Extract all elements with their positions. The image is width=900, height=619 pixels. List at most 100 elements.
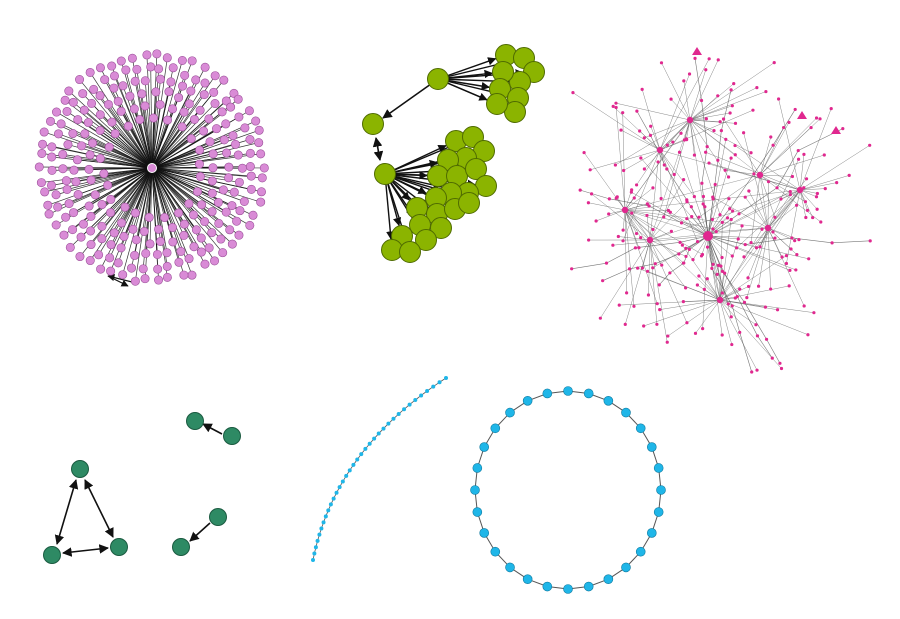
magenta-node [705, 145, 709, 149]
magenta-node [809, 125, 813, 130]
magenta-edge [743, 132, 769, 229]
magenta-node [775, 308, 780, 312]
magenta-node [604, 261, 609, 265]
star-leaf-node [187, 270, 197, 280]
magenta-node [594, 219, 598, 223]
star-leaf-node [116, 106, 126, 116]
magenta-node [669, 229, 673, 233]
star-leaf-node [221, 207, 231, 217]
olive-node [374, 163, 396, 185]
magenta-edge [695, 299, 721, 334]
star-leaf-node [219, 135, 229, 145]
magenta-edge [799, 182, 837, 191]
path-node [351, 462, 356, 467]
star-leaf-node [97, 200, 107, 210]
star-edge [151, 167, 159, 230]
star-leaf-node [130, 208, 140, 218]
star-leaf-node [77, 141, 87, 151]
magenta-node [718, 120, 722, 124]
star-leaf-node [179, 219, 189, 229]
star-leaf-node [153, 264, 163, 274]
magenta-edge [743, 227, 769, 258]
star-edge [148, 167, 153, 218]
star-edge [151, 167, 223, 253]
magenta-node [660, 263, 664, 267]
ring-node [653, 463, 664, 473]
magenta-edge [701, 183, 709, 237]
path-node [391, 416, 396, 421]
ring-node [635, 423, 646, 434]
star-edge [90, 167, 153, 232]
ring-node [563, 386, 573, 396]
magenta-node [737, 212, 741, 216]
magenta-node [771, 143, 775, 147]
star-leaf-node [228, 131, 238, 141]
magenta-node [705, 277, 709, 281]
ring-node [505, 562, 515, 573]
magenta-node [720, 269, 724, 273]
magenta-node [718, 213, 722, 217]
star-leaf-node [75, 75, 85, 85]
star-leaf-node [60, 95, 70, 105]
magenta-node [784, 254, 789, 258]
magenta-edge [655, 253, 679, 264]
magenta-far-node [831, 126, 841, 134]
star-leaf-node [191, 225, 201, 235]
star-leaf-node [103, 180, 113, 190]
magenta-node [742, 255, 746, 259]
magenta-node [703, 205, 707, 209]
magenta-node [630, 211, 634, 215]
magenta-node [814, 195, 819, 199]
magenta-node [621, 239, 625, 243]
star-leaf-node [180, 70, 190, 80]
magenta-node [815, 207, 819, 211]
magenta-edge [719, 299, 758, 371]
path-node [431, 384, 436, 389]
magenta-node [699, 98, 704, 103]
star-leaf-node [160, 213, 170, 223]
star-leaf-node [141, 248, 151, 258]
magenta-node [868, 143, 872, 147]
star-leaf-node [85, 150, 95, 160]
magenta-edge [738, 187, 778, 215]
magenta-edge [620, 129, 661, 151]
magenta-node [659, 196, 663, 201]
star-leaf-node [78, 219, 88, 229]
magenta-node [738, 330, 742, 334]
magenta-scale-free-graph [570, 47, 872, 374]
path-node [425, 389, 430, 394]
star-leaf-node [256, 197, 266, 207]
magenta-node [715, 272, 719, 276]
magenta-node [725, 216, 730, 220]
star-leaf-node [53, 129, 63, 139]
star-leaf-node [75, 252, 85, 262]
magenta-center-node [703, 231, 713, 241]
ring-node [635, 546, 646, 557]
ring-node [542, 388, 553, 399]
path-node [323, 514, 328, 519]
magenta-node [665, 143, 669, 147]
star-leaf-node [235, 206, 245, 216]
star-leaf-node [47, 152, 57, 162]
magenta-node [648, 133, 653, 137]
teal-node [71, 460, 89, 478]
magenta-edge [689, 119, 715, 131]
magenta-node [680, 243, 684, 247]
path-node [381, 426, 386, 431]
magenta-node [645, 202, 649, 206]
star-edge [146, 54, 153, 169]
star-leaf-node [229, 187, 239, 197]
ring-node [621, 407, 631, 418]
magenta-edge [719, 299, 809, 335]
teal-node [186, 412, 204, 430]
magenta-edge [659, 58, 710, 151]
magenta-node [692, 194, 696, 199]
star-edge [151, 167, 185, 236]
olive-node [430, 217, 452, 239]
star-edge [151, 167, 215, 262]
magenta-node [720, 291, 724, 295]
magenta-node [642, 136, 646, 140]
olive-node [415, 229, 437, 251]
star-edge [151, 129, 260, 169]
star-leaf-node [113, 258, 123, 268]
